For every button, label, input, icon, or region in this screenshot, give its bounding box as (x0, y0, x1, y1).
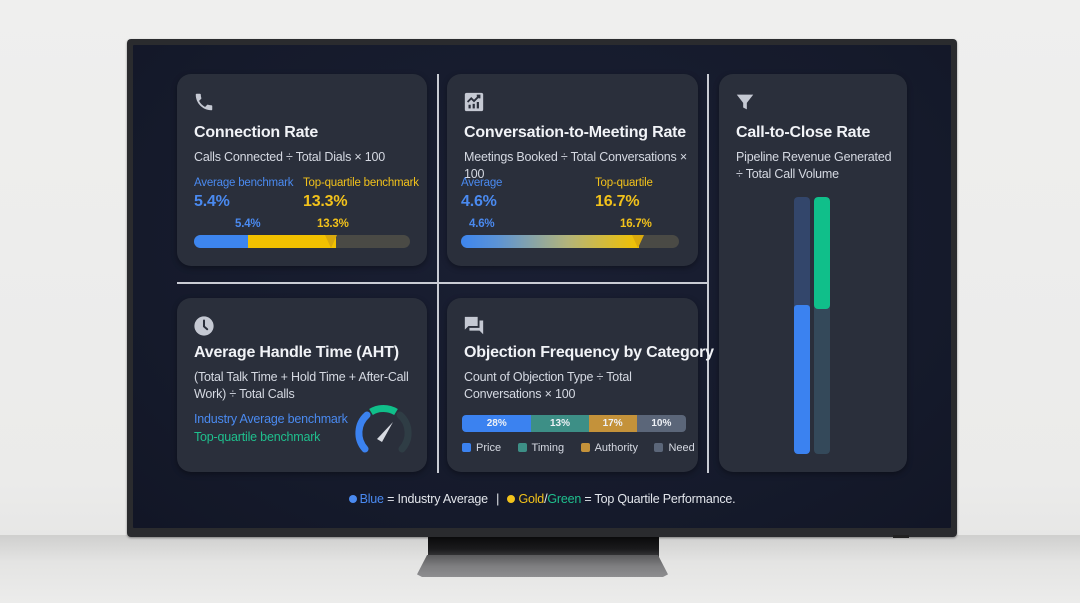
legend-item-timing: Timing (517, 441, 565, 454)
average-benchmark-label: Average benchmark (194, 177, 294, 189)
card-formula-line1: (Total Talk Time + Hold Time + After-Cal… (194, 370, 409, 384)
legend-swatch-timing (517, 443, 527, 452)
top-quartile-benchmark-label: Top-quartile benchmark (303, 177, 419, 189)
benchmark-gradient-bar (461, 235, 679, 248)
benchmark-progress-bar (194, 235, 410, 248)
legend-label: Authority (594, 441, 638, 454)
monitor-frame: Connection Rate Calls Connected ÷ Total … (127, 39, 957, 537)
card-formula-line1: Count of Objection Type ÷ Total (464, 370, 632, 384)
objection-stacked-bar: 28% 13% 17% 10% (462, 415, 686, 432)
legend-item-need: Need (654, 441, 695, 454)
segment-authority: 17% (588, 415, 637, 432)
card-title: Connection Rate (194, 124, 319, 141)
footer-gold-word: Gold (518, 492, 545, 506)
card-formula: Meetings Booked ÷ Total Conversations × … (464, 150, 687, 181)
footer-separator: | (496, 492, 500, 506)
legend-label: Need (668, 441, 695, 454)
footer-top-meaning: = Top Quartile Performance. (581, 492, 736, 506)
footer-green-word: Green (547, 492, 582, 506)
footer-blue-word: Blue (359, 492, 384, 506)
legend-label: Price (476, 441, 502, 454)
average-benchmark-value: 4.6% (461, 193, 497, 210)
phone-icon (195, 93, 213, 111)
color-key-footer: Blue = Industry Average | Gold/Green = T… (133, 492, 951, 506)
card-formula: Calls Connected ÷ Total Dials × 100 (194, 150, 386, 164)
divider-vertical-right (707, 74, 709, 473)
legend-swatch-authority (580, 443, 590, 452)
segment-price: 28% (462, 415, 532, 432)
divider-horizontal (177, 282, 708, 284)
clock-icon (194, 316, 214, 336)
gold-dot-icon (507, 495, 516, 503)
legend-item-price: Price (462, 442, 501, 454)
card-average-handle-time[interactable]: Average Handle Time (AHT) (Total Talk Ti… (177, 298, 427, 472)
segment-need: 10% (636, 415, 686, 432)
average-segment (194, 235, 248, 248)
monitor-power-button[interactable] (893, 535, 909, 538)
speedometer-gauge-icon (355, 405, 412, 453)
card-connection-rate[interactable]: Connection Rate Calls Connected ÷ Total … (177, 74, 427, 266)
top-quartile-segment (248, 235, 336, 248)
card-formula-line2: ÷ Total Call Volume (736, 167, 839, 181)
bar-average-marker-label: 4.6% (469, 218, 495, 230)
chat-bubbles-icon (464, 316, 484, 335)
card-conversation-to-meeting-rate[interactable]: Conversation-to-Meeting Rate Meetings Bo… (447, 74, 698, 266)
industry-average-vertical-bar (794, 197, 810, 454)
bar-average-marker-label: 5.4% (235, 218, 261, 230)
monitor-stand-base (417, 555, 668, 577)
footer-blue-meaning: = Industry Average (383, 492, 492, 506)
card-title: Call-to-Close Rate (736, 124, 871, 141)
top-quartile-marker-icon (632, 235, 644, 248)
card-call-to-close-rate[interactable]: Call-to-Close Rate Pipeline Revenue Gene… (719, 74, 907, 472)
card-title: Conversation-to-Meeting Rate (464, 124, 686, 141)
monitor-stand-neck (428, 537, 659, 557)
funnel-icon (736, 94, 754, 110)
card-formula-line1: Pipeline Revenue Generated (736, 150, 892, 164)
legend-swatch-price (462, 443, 471, 452)
average-benchmark-value: 5.4% (194, 193, 230, 210)
objection-legend: Price Timing Authority Need (462, 439, 707, 457)
top-quartile-benchmark-label: Top-quartile benchmark (194, 430, 321, 444)
segment-timing: 13% (531, 415, 589, 432)
card-formula-line2: Conversations × 100 (464, 387, 576, 401)
card-title: Average Handle Time (AHT) (194, 344, 399, 361)
top-quartile-benchmark-label: Top-quartile (595, 177, 653, 189)
legend-label: Timing (531, 441, 565, 454)
top-quartile-vertical-bar (814, 197, 830, 454)
card-title: Objection Frequency by Category (464, 344, 714, 361)
top-quartile-marker-icon (325, 235, 337, 248)
blue-dot-icon (348, 495, 357, 503)
top-quartile-benchmark-value: 13.3% (303, 193, 348, 210)
top-quartile-benchmark-value: 16.7% (595, 193, 640, 210)
bar-top-marker-label: 16.7% (620, 218, 652, 230)
gradient-segment (461, 235, 639, 248)
dashboard-screen: Connection Rate Calls Connected ÷ Total … (133, 45, 951, 528)
card-objection-frequency[interactable]: Objection Frequency by Category Count of… (447, 298, 714, 472)
industry-average-benchmark-label: Industry Average benchmark (194, 412, 348, 426)
average-benchmark-label: Average (461, 177, 503, 189)
trending-chart-icon (464, 92, 484, 112)
bar-top-marker-label: 13.3% (317, 218, 349, 230)
divider-vertical-left (437, 74, 439, 473)
legend-swatch-need (654, 443, 664, 452)
top-quartile-fill (814, 197, 830, 309)
legend-item-authority: Authority (580, 441, 638, 454)
card-formula-line2: Work) ÷ Total Calls (194, 387, 295, 401)
footer-slash: / (544, 492, 548, 506)
industry-average-fill (794, 305, 810, 454)
